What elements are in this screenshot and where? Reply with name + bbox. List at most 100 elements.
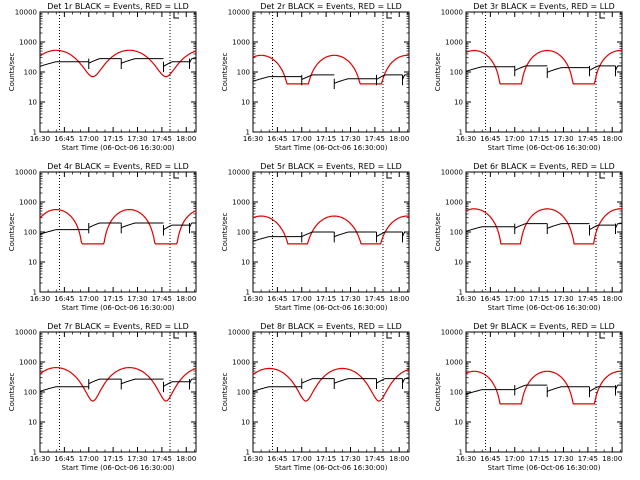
y-tick-label: 10: [28, 99, 37, 107]
lld-series-line: [252, 54, 410, 85]
x-tick-label: 18:00: [176, 135, 196, 143]
y-tick-label: 100: [237, 389, 250, 397]
x-tick-label: 17:30: [340, 135, 360, 143]
lld-series-line: [39, 208, 197, 245]
lld-series-line: [252, 215, 409, 245]
events-series-line: [189, 58, 196, 64]
y-tick-label: 1000: [19, 199, 37, 207]
x-tick-label: 17:45: [152, 295, 172, 303]
corner-marker: [599, 332, 605, 339]
panel-title: Det 1r BLACK = Events, RED = LLD: [47, 2, 189, 11]
x-tick-label: 17:15: [529, 295, 549, 303]
lld-series-line: [465, 208, 622, 245]
detector-panel: Det 5r BLACK = Events, RED = LLD 1 10 100 10…: [221, 162, 410, 312]
y-tick-label: 1000: [445, 199, 463, 207]
y-tick-label: 10000: [441, 329, 463, 337]
corner-marker: [386, 332, 392, 339]
y-tick-label: 1: [459, 449, 463, 457]
y-tick-label: 1000: [232, 199, 250, 207]
events-series-line: [547, 67, 590, 73]
plot-frame: [465, 11, 623, 133]
x-tick-label: 17:45: [578, 295, 598, 303]
y-tick-label: 10: [241, 419, 250, 427]
detector-panel: Det 9r BLACK = Events, RED = LLD 1 10 100 10…: [434, 322, 623, 472]
x-tick-label: 17:30: [127, 135, 147, 143]
events-series-line: [301, 378, 335, 384]
x-tick-label: 17:00: [79, 295, 99, 303]
x-tick-label: 17:15: [103, 455, 123, 463]
y-axis-label: Counts/sec: [8, 53, 16, 92]
events-series-line: [121, 378, 164, 385]
x-tick-label: 17:15: [103, 135, 123, 143]
events-series-line: [88, 58, 122, 64]
x-tick-label: 16:45: [267, 135, 287, 143]
detector-panel: Det 6r BLACK = Events, RED = LLD 1 10 100 10…: [434, 162, 623, 312]
panel-title: Det 8r BLACK = Events, RED = LLD: [260, 322, 402, 331]
events-series-line: [334, 231, 377, 238]
x-tick-label: 16:45: [480, 135, 500, 143]
y-tick-label: 10: [454, 259, 463, 267]
x-tick-label: 18:00: [389, 295, 409, 303]
y-axis-label: Counts/sec: [434, 373, 442, 412]
events-series-line: [189, 378, 196, 384]
events-series-line: [301, 231, 335, 238]
x-tick-label: 17:00: [505, 135, 525, 143]
events-series-line: [88, 378, 122, 385]
x-tick-label: 16:30: [30, 295, 50, 303]
x-tick-label: 17:15: [529, 455, 549, 463]
lld-series-line: [252, 367, 410, 402]
detector-panel: Det 7r BLACK = Events, RED = LLD 1 10 100 10…: [8, 322, 197, 472]
y-tick-label: 100: [450, 389, 463, 397]
y-tick-label: 1: [246, 449, 250, 457]
x-tick-label: 17:45: [578, 135, 598, 143]
x-tick-label: 17:00: [505, 295, 525, 303]
events-series-line: [402, 231, 409, 237]
x-axis-label: Start Time (06-Oct-06 16:30:00): [488, 304, 601, 312]
x-tick-label: 17:30: [553, 455, 573, 463]
y-tick-label: 10: [454, 99, 463, 107]
corner-marker: [173, 332, 179, 339]
panel-title: Det 9r BLACK = Events, RED = LLD: [473, 322, 615, 331]
plot-frame: [465, 331, 623, 453]
y-axis-label: Counts/sec: [221, 53, 229, 92]
x-tick-label: 17:15: [316, 455, 336, 463]
y-tick-label: 1000: [445, 39, 463, 47]
x-tick-label: 16:30: [456, 135, 476, 143]
y-tick-label: 1: [459, 129, 463, 137]
x-tick-label: 17:00: [505, 455, 525, 463]
events-series-line: [376, 74, 403, 80]
x-axis-label: Start Time (06-Oct-06 16:30:00): [275, 304, 388, 312]
events-series-line: [547, 223, 590, 229]
y-tick-label: 1: [33, 449, 37, 457]
detector-panel: Det 4r BLACK = Events, RED = LLD 1 10 100 10…: [8, 162, 197, 312]
corner-marker: [386, 12, 392, 19]
x-axis-label: Start Time (06-Oct-06 16:30:00): [275, 464, 388, 472]
events-series-line: [88, 222, 122, 229]
events-series-line: [514, 223, 548, 229]
y-axis-label: Counts/sec: [434, 53, 442, 92]
y-tick-label: 10: [28, 259, 37, 267]
x-tick-label: 16:45: [54, 295, 74, 303]
x-tick-label: 17:00: [292, 455, 312, 463]
panel-title: Det 7r BLACK = Events, RED = LLD: [47, 322, 189, 331]
x-tick-label: 16:45: [267, 295, 287, 303]
x-tick-label: 16:30: [456, 455, 476, 463]
events-series-line: [589, 65, 616, 71]
y-tick-label: 1: [459, 289, 463, 297]
y-tick-label: 1000: [445, 359, 463, 367]
y-axis-label: Counts/sec: [221, 213, 229, 252]
y-tick-label: 10000: [15, 169, 37, 177]
x-tick-label: 16:30: [243, 295, 263, 303]
events-series-line: [547, 386, 590, 392]
x-tick-label: 17:30: [340, 455, 360, 463]
y-tick-label: 10000: [228, 9, 250, 17]
events-series-line: [514, 384, 548, 391]
events-series-line: [252, 236, 302, 242]
x-tick-label: 18:00: [602, 135, 622, 143]
x-tick-label: 16:45: [54, 455, 74, 463]
lld-series-line: [39, 49, 197, 78]
y-tick-label: 1000: [232, 39, 250, 47]
x-tick-label: 17:45: [152, 135, 172, 143]
x-tick-label: 17:45: [365, 135, 385, 143]
x-tick-label: 16:30: [30, 455, 50, 463]
